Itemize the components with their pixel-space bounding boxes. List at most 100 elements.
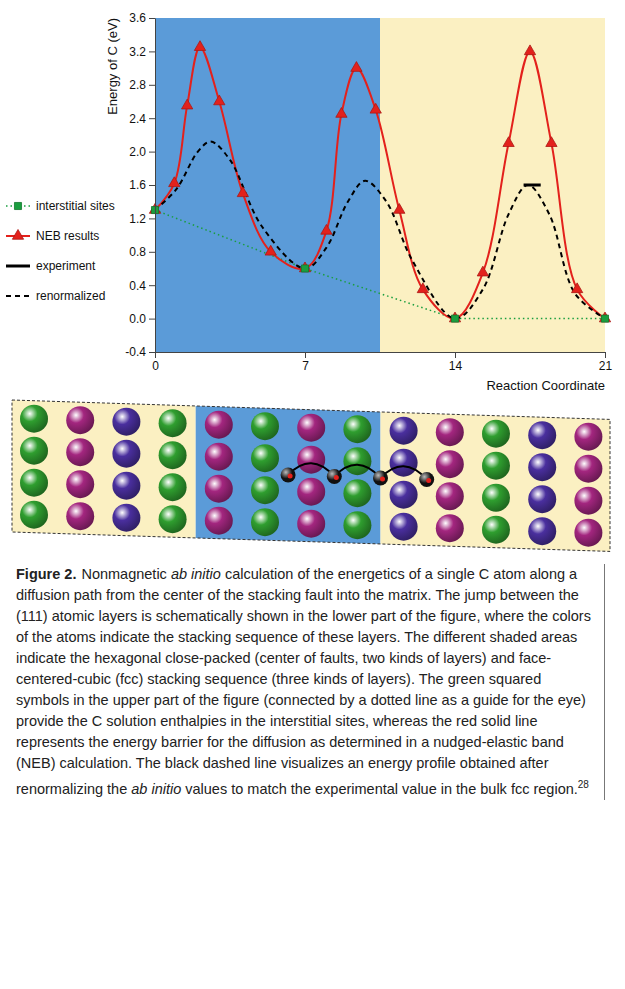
y-tick: 1.2 [129,212,155,226]
y-tick: 0.8 [129,245,155,259]
legend-label: NEB results [36,229,99,243]
region [380,18,605,352]
lines [155,47,605,318]
x-tick-label: 0 [152,359,159,373]
x-tick-mark [605,352,606,358]
x-tick-mark [305,352,306,358]
atom [205,475,233,503]
caption-text: ab initio [171,566,221,582]
atom [574,487,602,515]
point [336,108,347,118]
figure: interstitial sites NEB results experiment r… [0,0,625,560]
caption-text: ab initio [131,781,181,797]
atom [390,481,418,509]
atom [112,504,140,532]
legend-entry: interstitial sites [6,199,115,213]
x-tick: 14 [449,352,463,373]
stacking-region [12,400,196,538]
legend-label: experiment [36,259,96,273]
carbon-atom [373,470,388,485]
atom [297,414,325,442]
carbon-dot [380,476,385,481]
atom [436,418,464,446]
x-tick-label: 14 [449,359,463,373]
y-tick-mark [149,252,155,253]
layer-schematic [12,400,610,551]
point [265,245,276,255]
caption-text: calculation of the energetics of a singl… [16,566,591,797]
point [194,41,205,51]
y-tick-mark [149,51,155,52]
y-tick-label: 2.0 [129,145,146,159]
atom [390,417,418,445]
point [449,312,460,322]
carbon-atom [281,467,296,482]
y-tick-label: 2.8 [129,78,146,92]
y-tick-mark [149,218,155,219]
atom [251,508,279,536]
atom [528,421,556,449]
legend-label: renormalized [36,289,105,303]
atom [574,423,602,451]
point [524,45,535,55]
point [214,95,225,105]
legend-marker [12,229,23,239]
point [351,62,362,72]
y-tick: -0.4 [125,345,155,359]
atom [343,511,371,539]
legend-marker [14,202,21,209]
point [301,265,308,272]
atom [159,409,187,437]
point [417,283,428,293]
atom [251,444,279,472]
y-tick-mark [149,319,155,320]
atom [528,485,556,513]
legend-swatch [6,295,30,297]
point [546,137,557,147]
atom [436,482,464,510]
point [182,99,193,109]
atom [20,469,48,497]
point [451,315,458,322]
y-tick: 3.2 [129,45,155,59]
y-tick-label: 2.4 [129,112,146,126]
point [321,224,332,234]
caption: Figure 2.Nonmagnetic ab initio calculati… [16,564,605,800]
y-axis: -0.40.00.40.81.21.62.02.42.83.23.6 [125,11,155,359]
atom [297,446,325,474]
stacking-region [196,406,381,544]
atom [20,437,48,465]
y-tick: 3.6 [129,11,155,25]
x-axis-line [156,352,606,353]
y-tick-mark [149,152,155,153]
y-axis-title: Energy of C (eV) [105,18,120,115]
y-tick-mark [149,85,155,86]
y-tick-label: 3.6 [129,11,146,25]
markers [149,41,610,322]
y-tick: 1.6 [129,178,155,192]
y-tick-label: 0.0 [129,312,146,326]
y-tick-label: 0.8 [129,245,146,259]
atom [574,455,602,483]
atom [112,408,140,436]
atom [528,453,556,481]
y-tick: 2.0 [129,145,155,159]
carbon-atom [419,472,434,487]
carbon-dot [334,475,339,480]
point [237,187,248,197]
atom [528,517,556,545]
y-tick-mark [149,118,155,119]
atom [159,441,187,469]
atom [297,510,325,538]
series-line [155,142,605,319]
atom [390,449,418,477]
legend-entry: renormalized [6,289,105,303]
atom [66,470,94,498]
y-tick-mark [149,185,155,186]
atom [436,514,464,542]
x-tick-label: 21 [599,359,613,373]
cell-frame [12,400,610,551]
point [599,312,610,322]
atom [66,502,94,530]
atom [159,505,187,533]
